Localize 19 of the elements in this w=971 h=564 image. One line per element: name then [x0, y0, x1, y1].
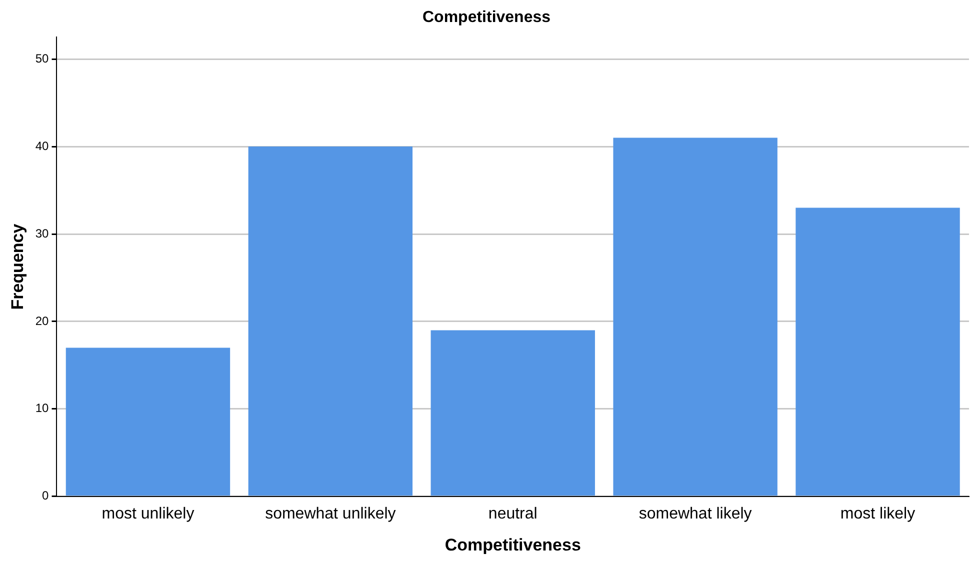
- y-tick-label: 0: [42, 488, 50, 503]
- bar: [430, 330, 595, 496]
- bar: [796, 208, 960, 496]
- y-axis-title: Frequency: [8, 223, 27, 310]
- x-tick-label: neutral: [488, 505, 538, 522]
- bar: [66, 348, 230, 496]
- x-tick-label: most unlikely: [102, 505, 194, 522]
- x-axis-title: Competitiveness: [444, 535, 581, 554]
- x-tick-label: somewhat likely: [638, 505, 752, 522]
- y-tick-label: 30: [35, 226, 50, 240]
- y-tick-label: 20: [35, 314, 50, 328]
- x-tick-label: somewhat unlikely: [265, 505, 396, 522]
- y-tick-label: 10: [35, 401, 50, 416]
- y-tick-label: 40: [35, 138, 50, 153]
- chart-title: Competitiveness: [422, 9, 551, 26]
- x-tick-label: most likely: [840, 505, 916, 522]
- y-tick-label: 50: [35, 51, 50, 66]
- bar: [248, 146, 413, 496]
- bar: [613, 138, 778, 496]
